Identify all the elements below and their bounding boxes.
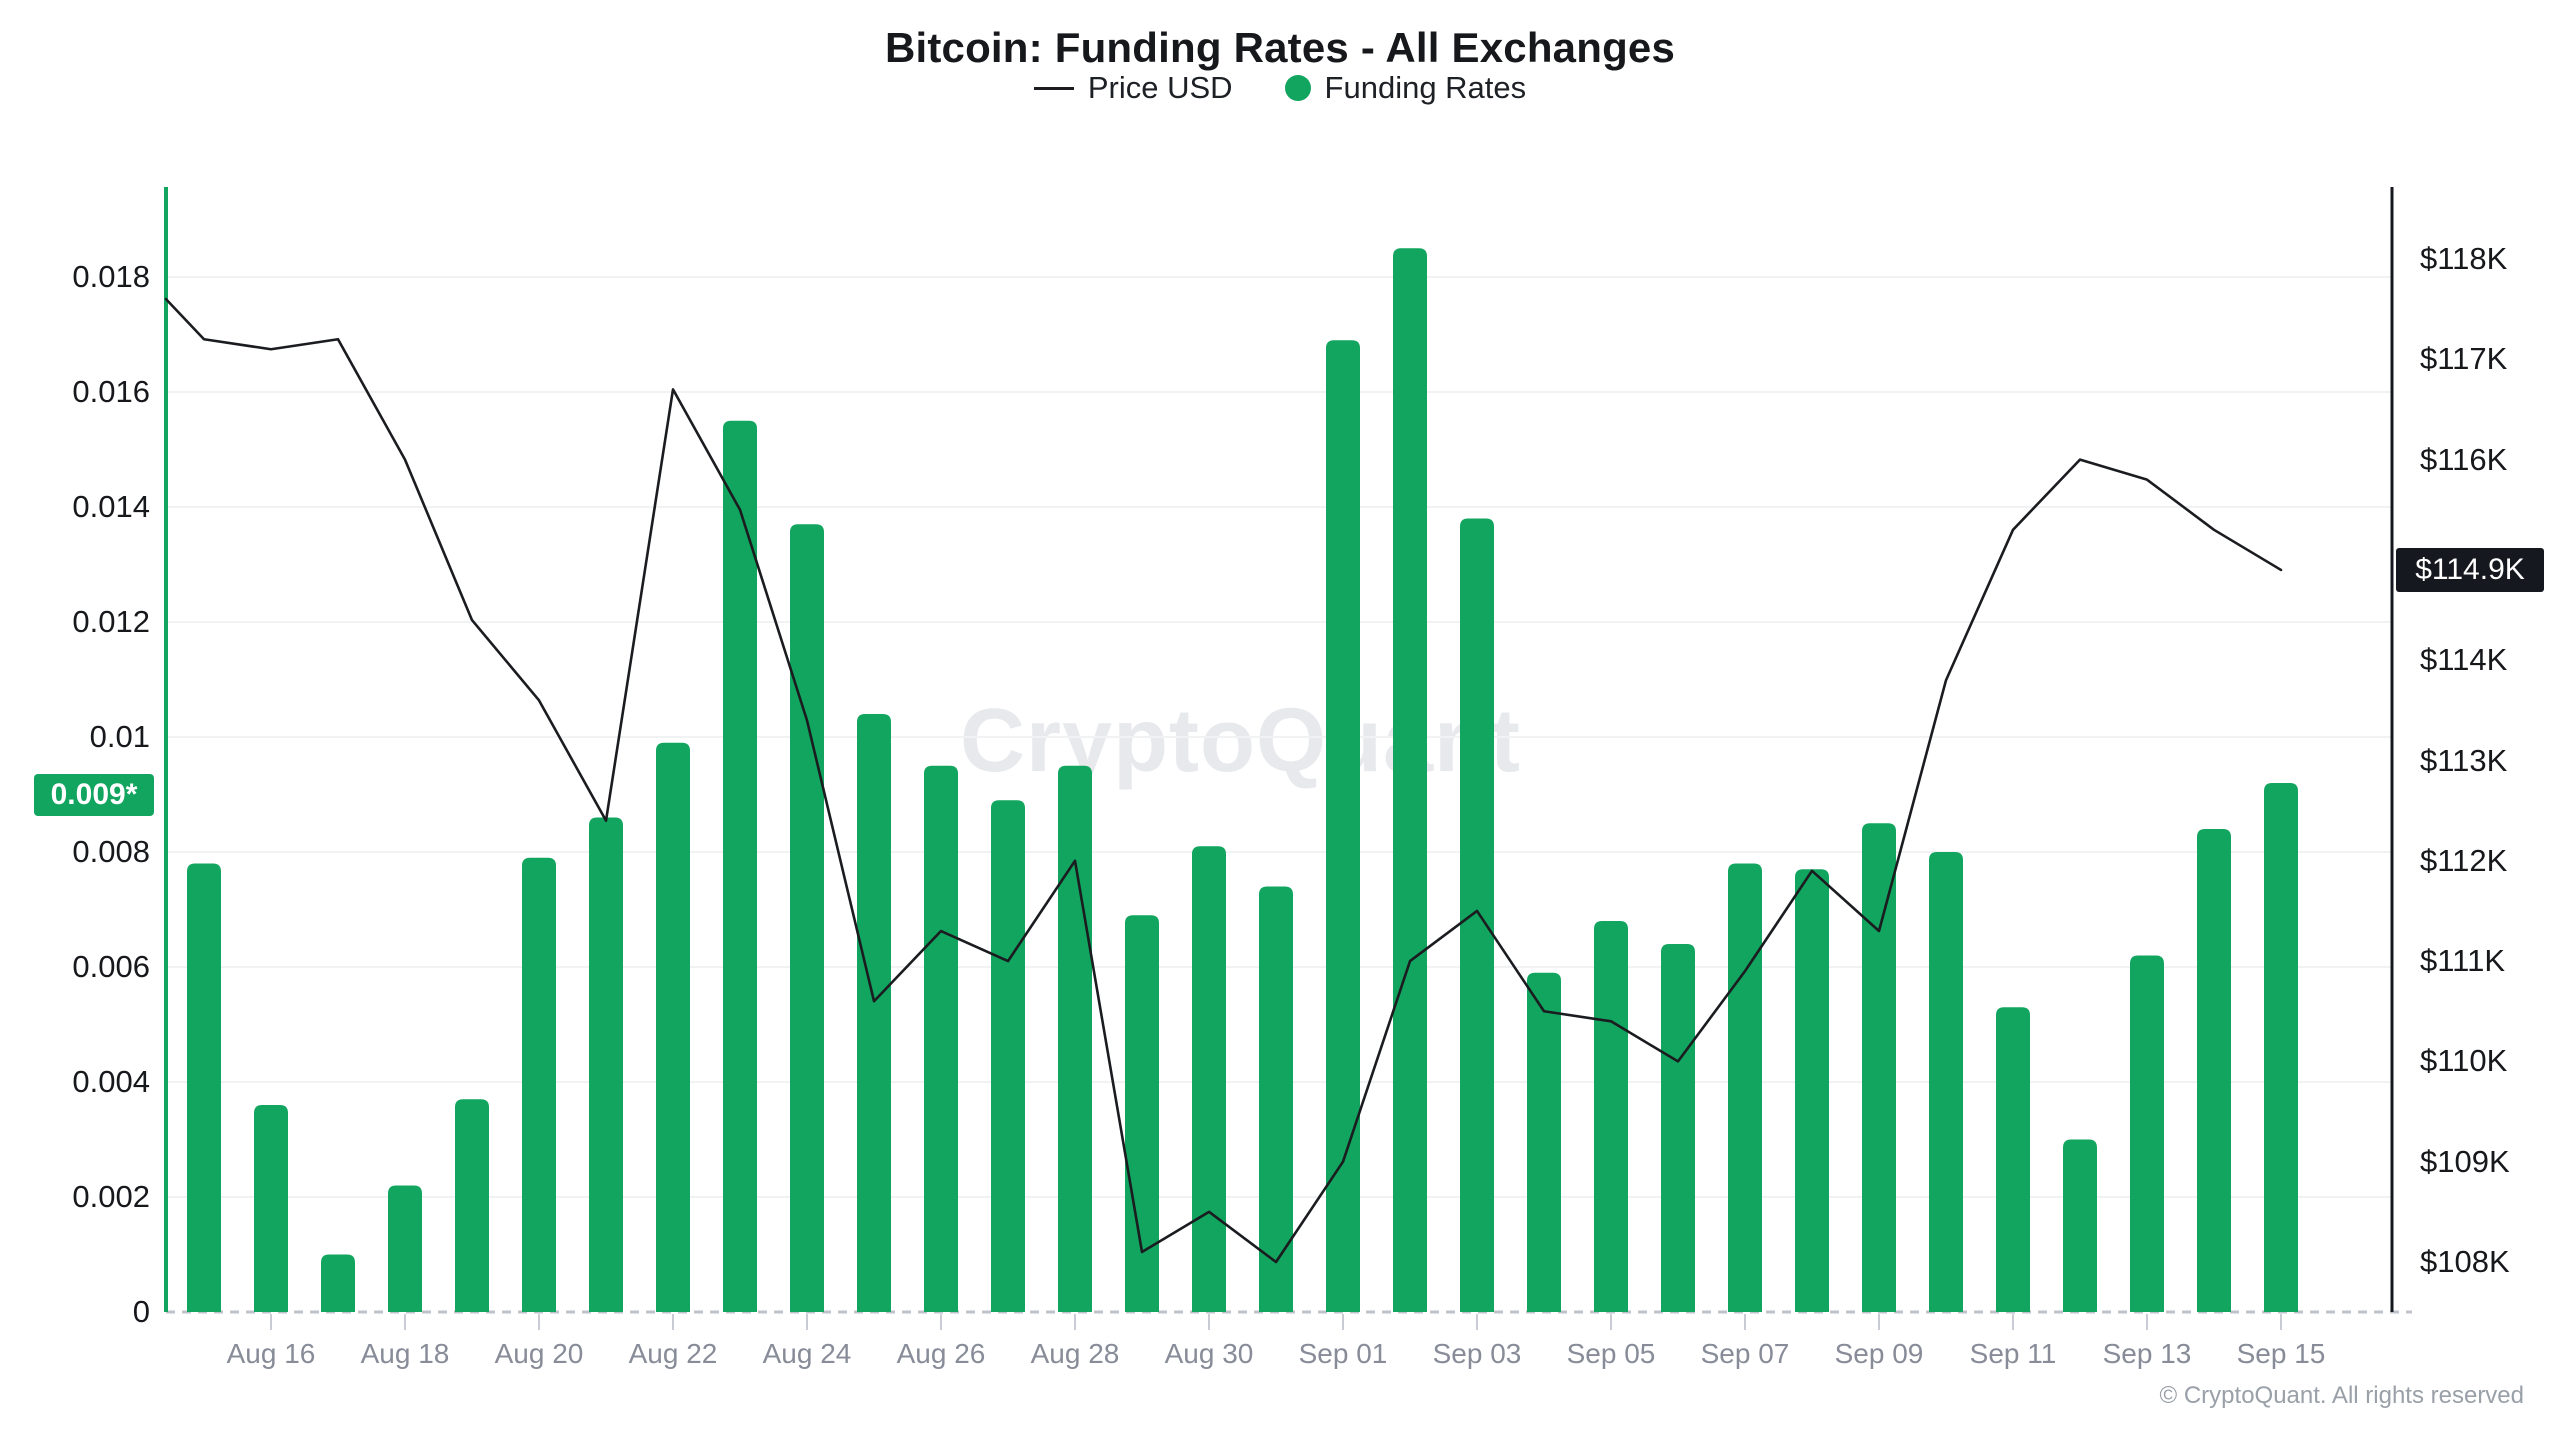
x-axis-label: Aug 28 [1030, 1338, 1120, 1369]
funding-bar[interactable] [1527, 972, 1561, 1312]
y-axis-right-label: $108K [2420, 1244, 2510, 1279]
right-axis-badge: $114.9K [2396, 547, 2544, 592]
funding-bar[interactable] [1594, 921, 1628, 1312]
funding-bar[interactable] [1326, 340, 1360, 1312]
funding-bar[interactable] [991, 800, 1025, 1312]
legend-item-price[interactable]: Price USD [1033, 70, 1233, 106]
x-axis-label: Sep 09 [1834, 1338, 1924, 1369]
y-axis-right-label: $109K [2420, 1143, 2510, 1179]
y-axis-right-label: $110K [2420, 1043, 2508, 1079]
funding-bar[interactable] [1862, 823, 1896, 1312]
funding-bar[interactable] [2264, 783, 2298, 1312]
funding-bar[interactable] [656, 742, 690, 1312]
x-axis-label: Sep 11 [1969, 1338, 2057, 1369]
funding-bar[interactable] [1996, 1007, 2030, 1312]
funding-bar[interactable] [790, 524, 824, 1312]
y-axis-left-label: 0.018 [72, 259, 150, 294]
y-axis-left-label: 0.004 [72, 1064, 150, 1099]
legend: Price USD Funding Rates [0, 70, 2560, 106]
x-axis-label: Aug 18 [360, 1338, 450, 1369]
x-axis-label: Aug 16 [226, 1338, 316, 1369]
funding-bar[interactable] [589, 817, 623, 1313]
legend-funding-label: Funding Rates [1324, 70, 1527, 105]
funding-bar[interactable] [1728, 863, 1762, 1313]
funding-bar[interactable] [1393, 248, 1427, 1312]
chart-title: Bitcoin: Funding Rates - All Exchanges [884, 24, 1676, 71]
funding-bar[interactable] [1795, 869, 1829, 1312]
funding-bar[interactable] [1661, 944, 1695, 1312]
funding-bar[interactable] [1058, 765, 1092, 1312]
y-axis-left-label: 0.006 [72, 949, 150, 984]
y-axis-left-label: 0.012 [72, 604, 150, 639]
funding-bar[interactable] [1192, 846, 1226, 1312]
funding-bar[interactable] [924, 765, 958, 1312]
funding-dot-icon [1284, 75, 1311, 101]
funding-bar[interactable] [2063, 1139, 2097, 1313]
x-axis-label: Aug 20 [494, 1338, 584, 1369]
funding-bar[interactable] [321, 1254, 355, 1313]
funding-bar[interactable] [1125, 915, 1159, 1312]
funding-bar[interactable] [1259, 886, 1293, 1313]
y-axis-right-label: $112K [2420, 842, 2508, 878]
left-axis-badge: 0.009* [34, 773, 154, 816]
funding-bar[interactable] [857, 714, 891, 1312]
y-axis-left-label: 0 [132, 1294, 150, 1329]
funding-bar[interactable] [455, 1099, 489, 1312]
legend-item-funding[interactable]: Funding Rates [1284, 70, 1527, 106]
funding-bar[interactable] [2130, 955, 2164, 1313]
x-axis-label: Sep 01 [1298, 1338, 1388, 1369]
y-axis-left-label: 0.016 [72, 374, 150, 409]
funding-bar[interactable] [187, 863, 221, 1313]
price-line-icon [1033, 86, 1074, 90]
y-axis-right-label: $117K [2420, 341, 2508, 377]
price-line[interactable] [164, 297, 2283, 1264]
x-axis-label: Aug 26 [896, 1338, 986, 1369]
x-axis-label: Sep 05 [1566, 1338, 1656, 1369]
funding-bar[interactable] [1460, 518, 1494, 1313]
y-axis-right-label: $113K [2420, 742, 2508, 778]
x-axis-label: Sep 07 [1700, 1338, 1790, 1369]
funding-bar[interactable] [723, 420, 757, 1312]
funding-bar[interactable] [388, 1185, 422, 1313]
x-axis-label: Sep 13 [2102, 1338, 2192, 1369]
x-axis-label: Sep 03 [1432, 1338, 1522, 1369]
x-axis-label: Aug 22 [628, 1338, 718, 1369]
y-axis-right-label: $114K [2420, 642, 2508, 678]
attribution: © CryptoQuant. All rights reserved [2159, 1382, 2525, 1409]
x-axis-label: Sep 15 [2236, 1338, 2326, 1369]
y-axis-left-label: 0.014 [72, 489, 150, 524]
legend-price-label: Price USD [1087, 70, 1233, 105]
x-axis-label: Aug 30 [1164, 1338, 1254, 1369]
funding-bar[interactable] [1929, 852, 1963, 1312]
y-axis-right-label: $111K [2420, 943, 2506, 979]
funding-bar[interactable] [522, 857, 556, 1312]
funding-bar[interactable] [254, 1105, 288, 1312]
y-axis-right-label: $118K [2420, 241, 2508, 276]
y-axis-left-label: 0.008 [72, 834, 150, 869]
y-axis-left-label: 0.01 [89, 719, 150, 754]
y-axis-left-label: 0.002 [72, 1179, 150, 1214]
x-axis-label: Aug 24 [762, 1338, 852, 1369]
funding-bar[interactable] [2197, 829, 2231, 1312]
y-axis-right-label: $116K [2420, 441, 2508, 477]
